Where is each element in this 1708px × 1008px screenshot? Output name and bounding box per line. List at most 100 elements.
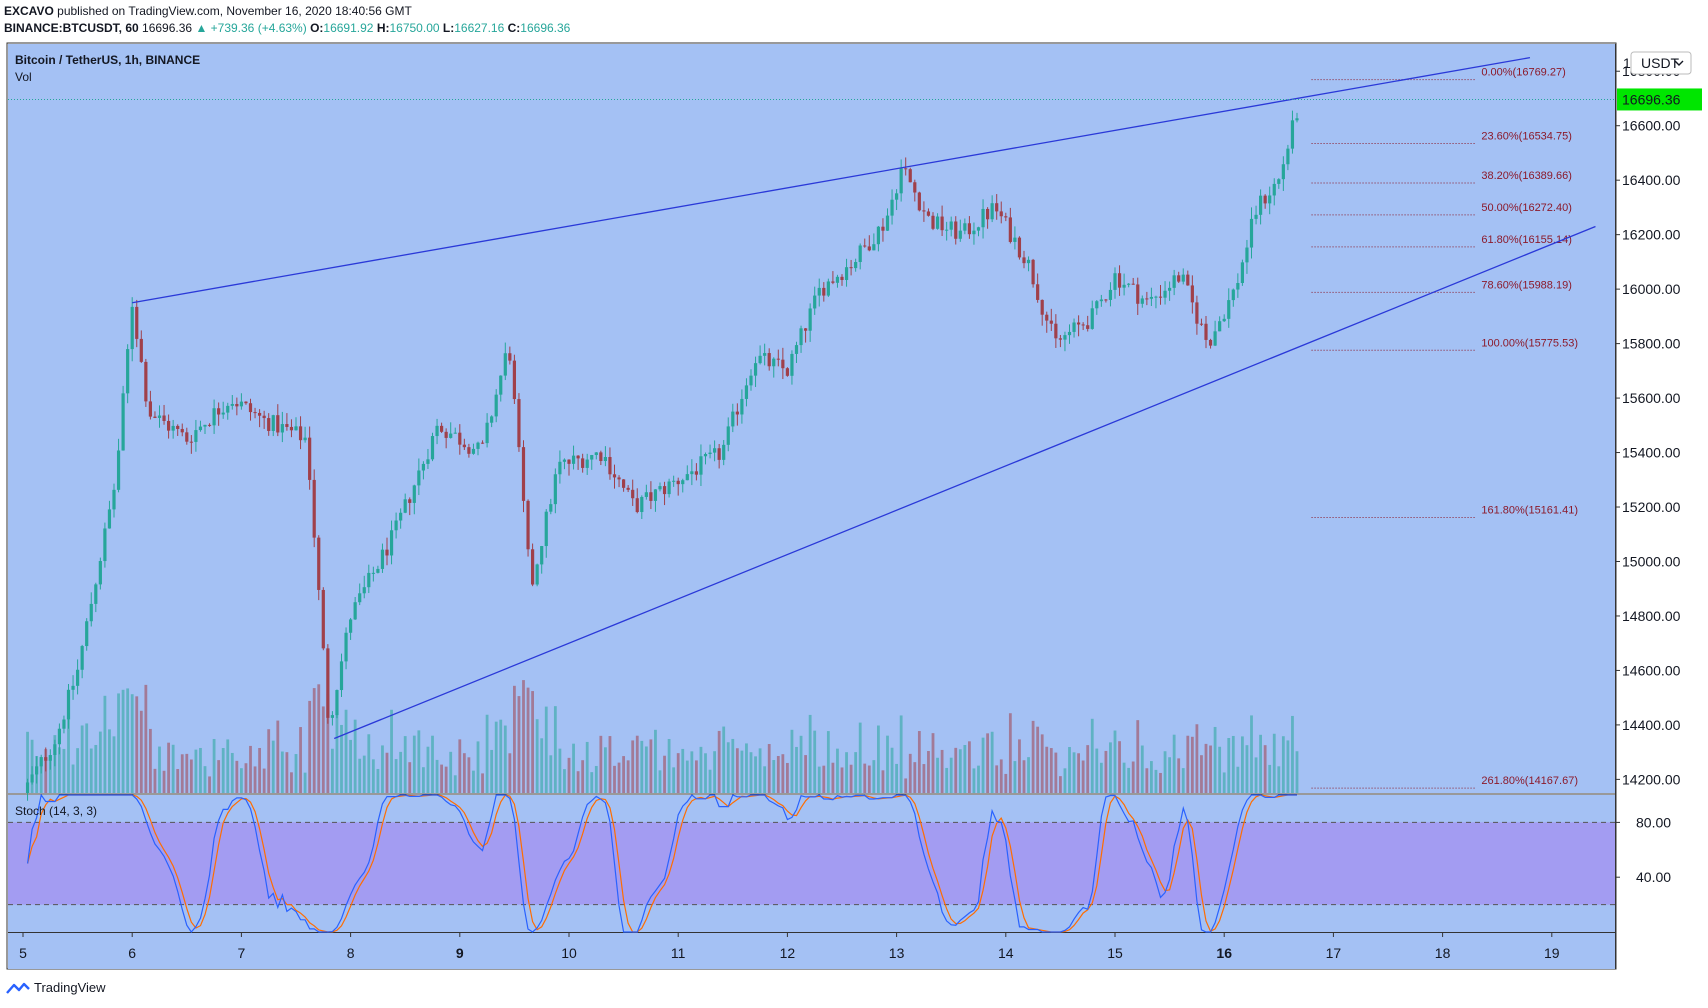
candle-body — [526, 500, 530, 550]
candle-body — [854, 262, 858, 269]
time-tick-label[interactable]: 6 — [128, 945, 136, 961]
volume-bar — [1250, 715, 1253, 793]
volume-bar — [1099, 762, 1103, 793]
time-tick-label[interactable]: 13 — [889, 945, 905, 961]
volume-bar — [1008, 713, 1012, 793]
candle-body — [617, 477, 621, 480]
candle-body — [308, 437, 312, 480]
volume-bar — [767, 744, 771, 793]
candle-body — [30, 774, 34, 783]
price-tick-label[interactable]: 14800.00 — [1622, 608, 1681, 624]
candle-body — [303, 437, 307, 441]
price-tick-label[interactable]: 15200.00 — [1622, 499, 1681, 515]
price-tick-label[interactable]: 16600.00 — [1622, 118, 1681, 134]
volume-bar — [89, 748, 93, 793]
volume-bar — [972, 768, 976, 793]
volume-bar — [76, 748, 79, 793]
price-tick-label[interactable]: 15400.00 — [1622, 445, 1681, 461]
candle-body — [863, 245, 867, 247]
publisher-name[interactable]: EXCAVO — [4, 4, 54, 18]
volume-bar — [1131, 761, 1135, 793]
time-tick-label[interactable]: 16 — [1216, 945, 1232, 961]
volume-bar — [845, 752, 848, 793]
price-tick-label[interactable]: 14200.00 — [1622, 771, 1681, 787]
candle-body — [599, 452, 603, 462]
volume-bar — [499, 719, 503, 793]
wedge-trendlines[interactable] — [132, 56, 1596, 740]
volume-bar — [1295, 751, 1299, 793]
time-axis[interactable]: 5 6 7 8 9 10 11 12 13 14 15 16 17 18 19 — [19, 932, 1560, 961]
candle-body — [1040, 299, 1044, 315]
volume-bar — [544, 706, 548, 793]
candle-body — [262, 415, 266, 419]
symbol-label: BINANCE:BTCUSDT, 60 — [4, 21, 139, 35]
stoch-tick-label[interactable]: 40.00 — [1636, 869, 1671, 885]
chevron-down-icon — [1674, 60, 1684, 66]
trendline[interactable] — [132, 56, 1531, 304]
candle-body — [1022, 257, 1026, 264]
candle-body — [248, 403, 253, 413]
price-tick-label[interactable]: 16000.00 — [1622, 281, 1681, 297]
time-tick-label[interactable]: 12 — [780, 945, 796, 961]
price-tick-label[interactable]: 15000.00 — [1622, 553, 1681, 569]
legend-title[interactable]: Bitcoin / TetherUS, 1h, BINANCE — [15, 53, 200, 67]
candle-body — [840, 276, 844, 281]
time-tick-label[interactable]: 18 — [1435, 945, 1451, 961]
time-tick-label[interactable]: 7 — [238, 945, 246, 961]
candle-body — [981, 208, 985, 228]
candle-body — [367, 572, 371, 588]
candle-body — [1227, 300, 1231, 319]
stoch-axis[interactable]: 80.00 40.00 — [1615, 814, 1671, 885]
time-axis-background[interactable] — [8, 933, 1615, 969]
volume-bar — [1218, 746, 1222, 793]
time-tick-label[interactable]: 9 — [456, 945, 464, 961]
current-price-tag[interactable] — [1617, 88, 1702, 111]
time-tick-label[interactable]: 8 — [347, 945, 355, 961]
main-pane-background[interactable] — [8, 44, 1615, 793]
volume-bar — [535, 719, 539, 793]
volume-bar — [1186, 735, 1190, 793]
candle-body — [194, 430, 198, 442]
volume-bar — [240, 768, 243, 793]
candle-body — [298, 426, 303, 441]
candle-body — [435, 425, 439, 437]
fib-retracement[interactable]: 0.00%(16769.27) 23.60%(16534.75) 38.20%(16… — [1311, 67, 1578, 789]
time-tick-label[interactable]: 14 — [998, 945, 1014, 961]
legend-vol[interactable]: Vol — [15, 70, 32, 84]
legend-stoch[interactable]: Stoch (14, 3, 3) — [15, 804, 97, 818]
candle-body — [1086, 325, 1090, 329]
volume-bar — [1177, 758, 1181, 793]
price-tick-label[interactable]: 16400.00 — [1622, 172, 1681, 188]
candle-body — [66, 689, 71, 720]
volume-bar — [390, 709, 393, 793]
time-tick-label[interactable]: 17 — [1326, 945, 1342, 961]
price-axis[interactable]: 16800.0016600.0016400.0016200.0016000.00… — [8, 63, 1702, 787]
price-tick-label[interactable]: 15800.00 — [1622, 336, 1681, 352]
stoch-tick-label[interactable]: 80.00 — [1636, 814, 1671, 830]
time-tick-label[interactable]: 5 — [19, 945, 27, 961]
price-tick-label[interactable]: 14600.00 — [1622, 662, 1681, 678]
time-tick-label[interactable]: 11 — [671, 945, 686, 961]
price-tick-label[interactable]: 15600.00 — [1622, 390, 1681, 406]
volume-bar — [440, 764, 443, 793]
candle-body — [653, 489, 658, 501]
time-tick-label[interactable]: 19 — [1544, 945, 1560, 961]
candle-body — [330, 715, 334, 718]
publish-line: EXCAVO published on TradingView.com, Nov… — [4, 3, 570, 20]
candle-body — [790, 353, 794, 376]
currency-box[interactable] — [1630, 51, 1692, 75]
time-tick-label[interactable]: 15 — [1107, 945, 1123, 961]
price-chart[interactable]: 0.00%(16769.27) 23.60%(16534.75) 38.20%(16… — [0, 0, 1708, 975]
price-tick-label[interactable]: 14400.00 — [1622, 717, 1681, 733]
volume-bar — [1054, 752, 1058, 793]
trendline[interactable] — [333, 225, 1596, 740]
volume-bar — [340, 724, 343, 793]
price-tick-label[interactable]: 16200.00 — [1622, 227, 1681, 243]
volume-bar — [1049, 748, 1053, 793]
currency-button[interactable]: USDT — [1630, 51, 1692, 75]
volume-bar — [508, 753, 512, 793]
footer-brand[interactable]: TradingView — [6, 980, 106, 995]
candle-body — [144, 361, 148, 402]
volume-bar — [449, 751, 453, 793]
time-tick-label[interactable]: 10 — [561, 945, 577, 961]
